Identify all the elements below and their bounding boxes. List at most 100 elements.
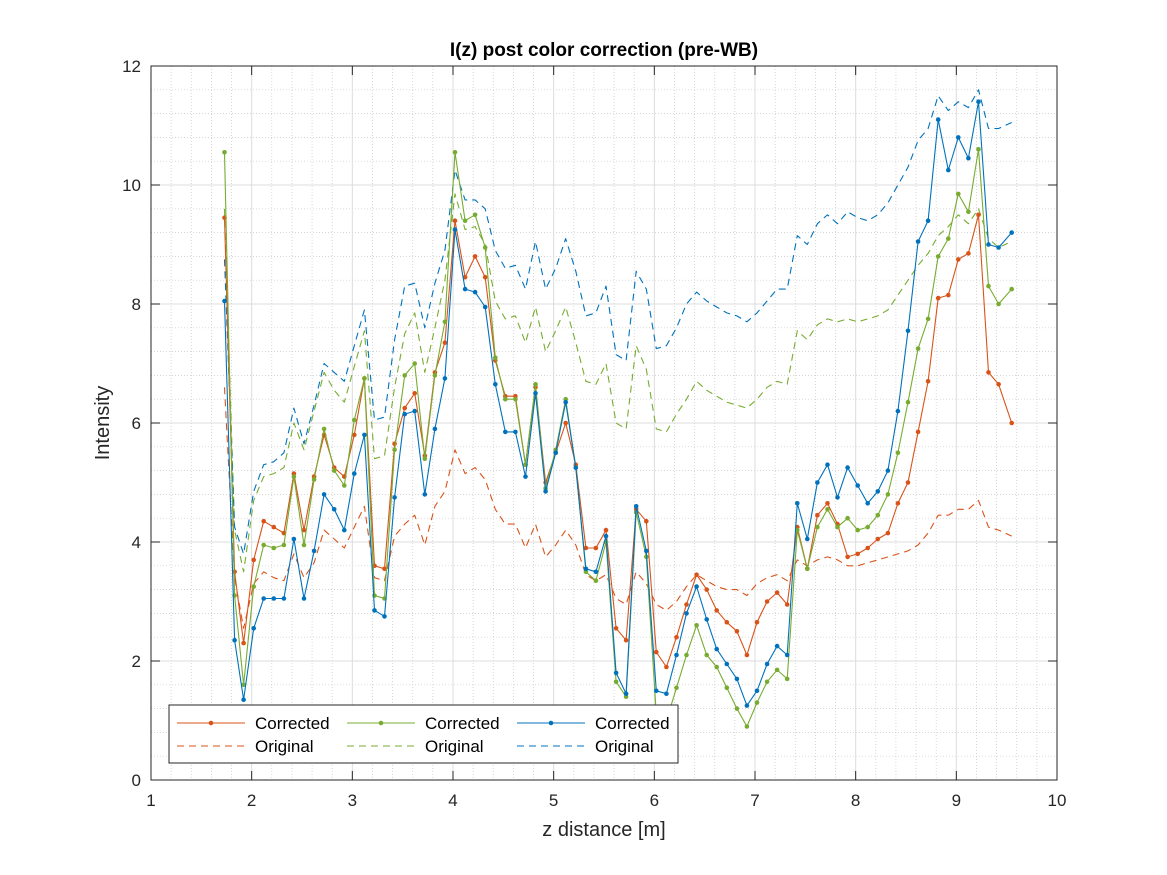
data-point	[342, 527, 347, 533]
data-point	[261, 596, 267, 601]
data-point	[976, 212, 981, 218]
data-point	[714, 646, 719, 652]
data-point	[946, 167, 951, 173]
data-point	[815, 512, 820, 518]
data-point	[815, 524, 820, 530]
data-point	[281, 542, 287, 548]
data-point	[291, 536, 297, 542]
data-point	[452, 150, 458, 155]
data-point	[744, 652, 750, 658]
data-point	[472, 289, 478, 295]
data-point	[382, 566, 387, 572]
y-tick-label: 10	[122, 176, 141, 195]
data-point	[362, 432, 367, 438]
data-point	[744, 703, 750, 708]
data-point	[241, 697, 246, 702]
data-point	[664, 664, 669, 670]
data-point	[684, 611, 689, 616]
legend-marker	[378, 720, 384, 726]
data-point	[603, 533, 609, 539]
data-point	[825, 501, 830, 506]
data-point	[935, 295, 941, 301]
chart-title: I(z) post color correction (pre-WB)	[450, 40, 758, 61]
data-point	[563, 420, 568, 426]
data-point	[321, 426, 327, 432]
data-point	[412, 391, 418, 396]
data-point	[704, 617, 709, 622]
data-point	[966, 155, 971, 161]
data-point	[1009, 230, 1014, 235]
data-point	[271, 545, 277, 551]
x-tick-label: 2	[247, 791, 256, 810]
data-point	[996, 245, 1001, 250]
data-point	[442, 376, 448, 381]
data-point	[684, 602, 689, 607]
data-point	[613, 670, 619, 676]
data-point	[623, 691, 629, 696]
x-tick-label: 6	[650, 791, 659, 810]
data-point	[442, 340, 448, 346]
x-tick-label: 10	[1048, 791, 1067, 810]
data-point	[724, 685, 730, 691]
data-point	[764, 599, 770, 604]
data-point	[895, 450, 901, 456]
data-point	[342, 483, 347, 488]
data-point	[513, 396, 518, 402]
data-point	[704, 587, 709, 592]
data-point	[825, 507, 830, 512]
data-point	[966, 209, 971, 215]
data-point	[784, 652, 790, 658]
data-point	[966, 251, 971, 256]
data-point	[956, 135, 961, 140]
data-point	[301, 527, 307, 533]
data-point	[654, 649, 659, 655]
x-tick-labels: 1 2 3 4 5 6 7 8 9 10	[146, 791, 1066, 810]
data-point	[694, 623, 699, 628]
data-point	[976, 147, 981, 152]
data-point	[462, 218, 468, 223]
data-point	[734, 629, 740, 634]
data-point	[442, 319, 448, 325]
data-point	[724, 620, 730, 625]
data-point	[996, 382, 1001, 387]
data-point	[422, 492, 428, 497]
legend-marker	[548, 720, 554, 726]
data-point	[855, 527, 860, 533]
series-2-corrected	[222, 99, 1014, 708]
x-tick-label: 3	[348, 791, 357, 810]
data-point	[664, 691, 669, 696]
data-point	[835, 524, 840, 530]
series-3-original	[223, 387, 1012, 629]
data-point	[865, 524, 870, 530]
data-point	[734, 706, 740, 711]
data-point	[432, 426, 438, 432]
data-point	[402, 373, 408, 378]
legend-entry: Corrected	[177, 714, 330, 733]
legend-label: Original	[595, 737, 654, 756]
data-point	[271, 524, 277, 530]
data-point	[422, 456, 428, 462]
data-point	[503, 429, 508, 435]
legend-label: Original	[255, 737, 314, 756]
data-point	[232, 637, 237, 643]
data-point	[774, 643, 780, 649]
data-point	[331, 468, 337, 473]
axis-ticks	[150, 65, 1058, 781]
legend-box	[168, 704, 679, 764]
data-point	[744, 724, 750, 729]
x-tick-label: 7	[750, 791, 759, 810]
data-point	[996, 301, 1001, 307]
data-point	[533, 391, 538, 396]
x-tick-label: 4	[448, 791, 457, 810]
data-point	[925, 218, 931, 223]
data-point	[915, 429, 921, 435]
data-point	[714, 664, 719, 670]
series-line	[223, 193, 1012, 573]
y-tick-label: 0	[132, 771, 141, 790]
data-point	[493, 355, 498, 360]
data-point	[754, 620, 760, 625]
data-point	[392, 441, 397, 447]
data-point	[352, 417, 357, 423]
legend-entry: Corrected	[347, 714, 500, 733]
data-point	[865, 501, 870, 506]
